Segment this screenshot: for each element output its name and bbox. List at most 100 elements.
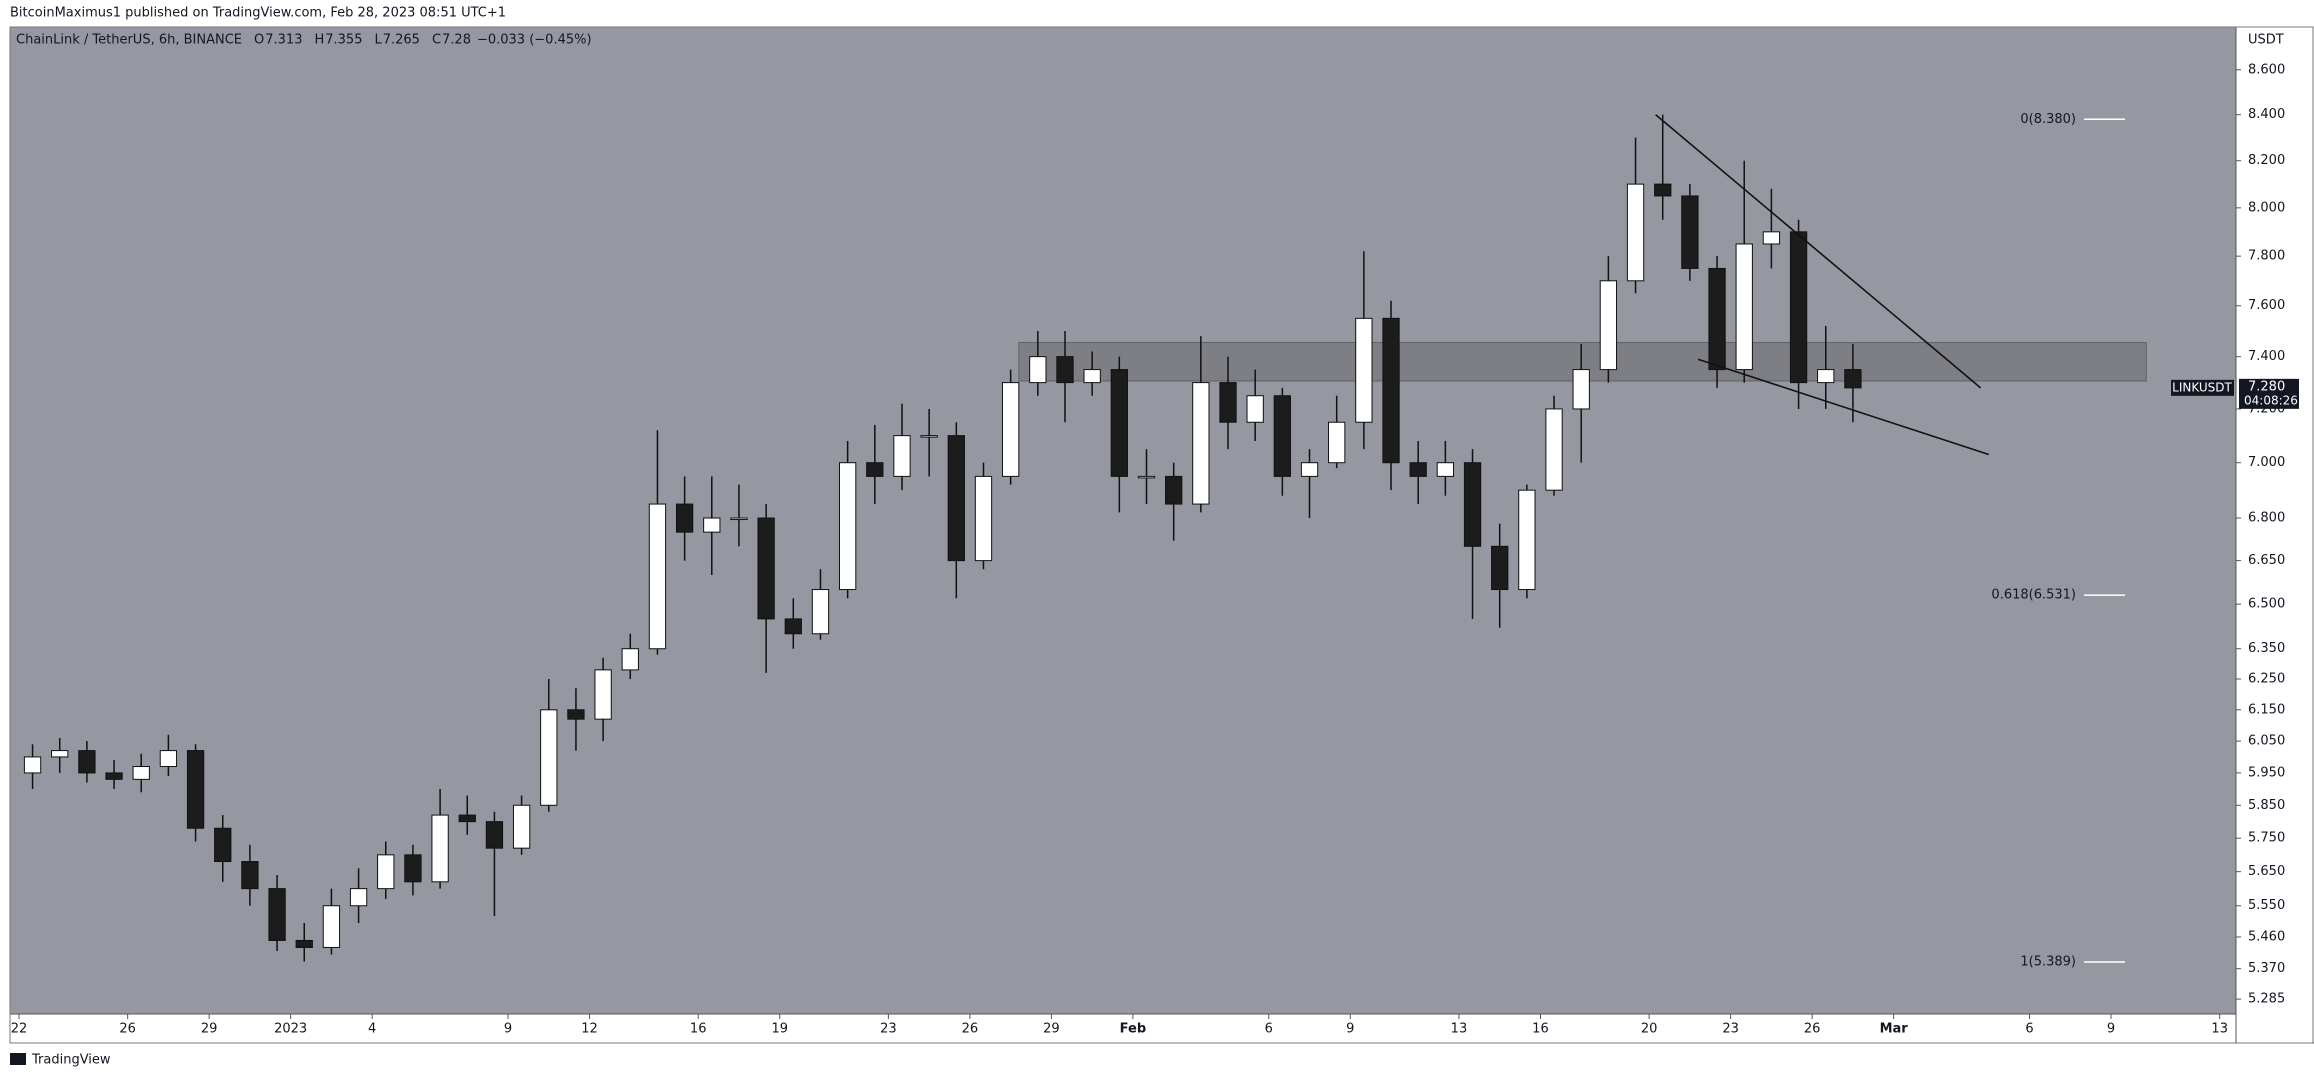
y-tick-label: 6.650	[2248, 553, 2285, 568]
footer-text: TradingView	[31, 1053, 111, 1068]
candle-body	[295, 939, 313, 948]
candle-body	[1518, 489, 1536, 591]
header-text: 7.313	[265, 33, 302, 48]
candle-body	[512, 804, 531, 849]
candle-body	[1681, 195, 1699, 269]
x-tick-label: 23	[880, 1022, 897, 1037]
candle-body	[811, 589, 830, 635]
candle-body	[1246, 395, 1264, 423]
candle-body	[1491, 545, 1509, 591]
candle-body	[1409, 462, 1427, 477]
currency-label: USDT	[2248, 33, 2284, 48]
y-tick-label: 6.500	[2248, 597, 2285, 612]
x-tick-label: 26	[119, 1022, 136, 1037]
y-tick-label: 8.600	[2248, 62, 2285, 77]
y-tick-label: 7.400	[2248, 349, 2285, 364]
candle-body	[349, 888, 368, 907]
candle-body	[757, 517, 775, 620]
x-tick-label: 26	[962, 1022, 979, 1037]
candle-body	[268, 888, 286, 941]
x-tick-label: 2023	[274, 1022, 307, 1037]
x-tick-label: 20	[1641, 1022, 1658, 1037]
trendline	[1697, 358, 1990, 456]
header-text: −0.033 (−0.45%)	[477, 33, 592, 48]
candle-body	[1300, 462, 1319, 477]
candle-body	[1083, 369, 1101, 384]
x-tick-label: 16	[690, 1022, 707, 1037]
x-tick-label: 4	[368, 1022, 376, 1037]
candle-body	[1789, 231, 1808, 384]
y-tick-label: 6.800	[2248, 511, 2285, 526]
candle-body	[1056, 356, 1074, 384]
candle-body	[893, 435, 911, 477]
ticker-label: LINKUSDT	[2172, 380, 2232, 394]
candle-body	[730, 517, 748, 521]
y-tick-label: 8.200	[2248, 153, 2285, 168]
candle-body	[1165, 475, 1183, 505]
candle-body	[322, 905, 341, 948]
candle-body	[1355, 317, 1373, 423]
candle-body	[1626, 183, 1645, 282]
price-label: 7.280	[2248, 379, 2285, 394]
candle-body	[703, 517, 721, 533]
candle-body	[1029, 356, 1047, 384]
candle-body	[621, 648, 639, 671]
candle-body	[404, 854, 422, 883]
candle-body	[1572, 369, 1590, 410]
y-tick-label: 5.750	[2248, 831, 2285, 846]
x-tick-label: Feb	[1120, 1022, 1146, 1037]
y-tick-label: 5.850	[2248, 798, 2285, 813]
price-box	[2239, 378, 2299, 409]
header-text: 7.265	[383, 33, 420, 48]
y-tick-label: 7.600	[2248, 298, 2285, 313]
header-text: H	[314, 33, 324, 48]
plot-background	[10, 27, 2236, 1014]
candle-body	[675, 503, 694, 533]
countdown-label: 04:08:26	[2244, 393, 2298, 407]
candle-body	[1654, 183, 1672, 197]
candle-body	[485, 821, 504, 849]
candle-body	[105, 772, 123, 780]
y-tick-label: 6.250	[2248, 672, 2285, 687]
fib-label: 1(5.389)	[2020, 954, 2076, 969]
candle-body	[1273, 395, 1292, 477]
candle-body	[838, 462, 857, 591]
y-tick-label: 6.050	[2248, 734, 2285, 749]
x-tick-label: 26	[1804, 1022, 1821, 1037]
footer-logo: TradingView	[10, 1053, 111, 1068]
x-tick-label: 9	[504, 1022, 512, 1037]
candle-body	[159, 750, 178, 768]
fib-label: 0.618(6.531)	[1991, 588, 2076, 603]
ticker-box	[2171, 379, 2234, 396]
candle-body	[458, 814, 476, 823]
candle-body	[920, 435, 938, 438]
candle-body	[78, 750, 96, 774]
header-text: C	[432, 33, 441, 48]
candle-body	[1002, 382, 1020, 477]
y-tick-label: 5.550	[2248, 898, 2285, 913]
x-tick-label: 19	[771, 1022, 788, 1037]
candle-body	[1328, 421, 1346, 464]
x-tick-label: 13	[2211, 1022, 2228, 1037]
header-text: ChainLink / TetherUS, 6h, BINANCE	[16, 33, 242, 48]
x-tick-label: 16	[1532, 1022, 1549, 1037]
candle-body	[51, 750, 69, 758]
candle-body	[974, 475, 993, 562]
y-tick-label: 6.150	[2248, 702, 2285, 717]
x-tick-label: 6	[1265, 1022, 1273, 1037]
fib-label: 0(8.380)	[2020, 112, 2076, 127]
candle-body	[1463, 462, 1482, 547]
y-tick-label: 6.350	[2248, 641, 2285, 656]
x-tick-label: 23	[1722, 1022, 1739, 1037]
x-tick-label: 13	[1451, 1022, 1468, 1037]
x-tick-label: 12	[581, 1022, 598, 1037]
candle-body	[1817, 369, 1835, 384]
x-tick-label: 6	[2025, 1022, 2033, 1037]
candle-body	[1844, 369, 1862, 389]
candle-body	[1219, 382, 1237, 423]
y-tick-label: 5.650	[2248, 864, 2285, 879]
header-text: 7.355	[325, 33, 362, 48]
candle-body	[1599, 280, 1618, 371]
header-text: O	[254, 33, 264, 48]
candle-body	[1110, 369, 1128, 477]
